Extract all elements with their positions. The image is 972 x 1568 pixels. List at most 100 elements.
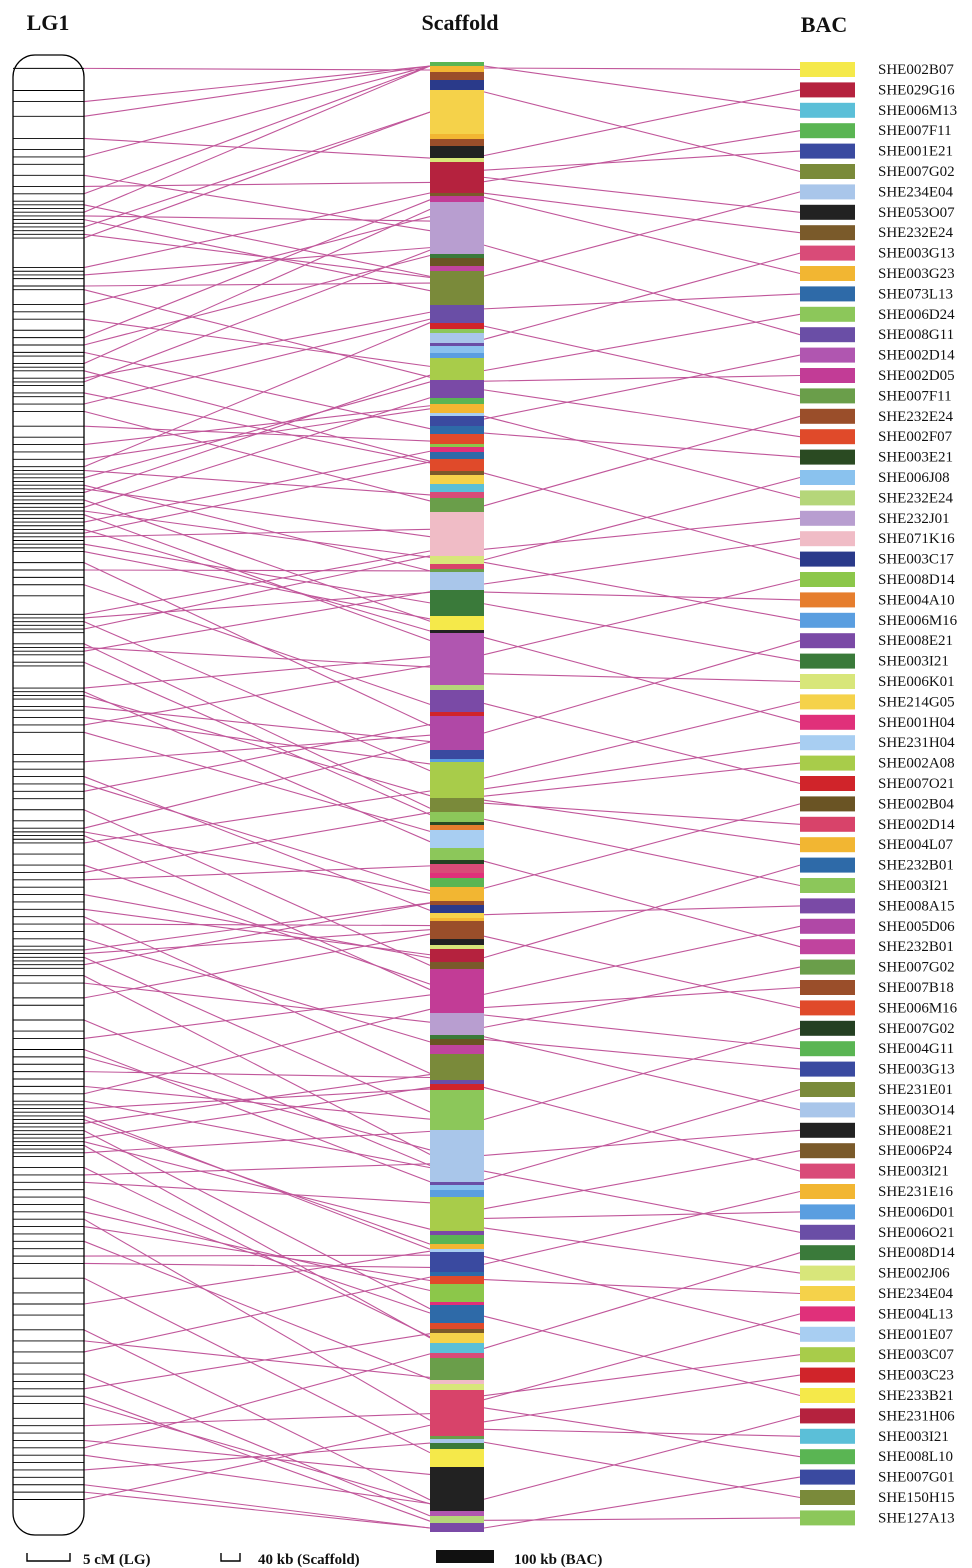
bac-label-60: SHE002J06 xyxy=(878,1266,950,1282)
scaffold-segment xyxy=(430,798,484,804)
bac-bar-52 xyxy=(800,1102,855,1118)
scaffold-bac-link xyxy=(483,65,801,111)
lg-scaffold-link xyxy=(83,484,431,572)
lg-scaffold-link xyxy=(83,1262,431,1268)
scaffold-segment xyxy=(430,1449,484,1457)
lg-scaffold-link xyxy=(83,461,431,534)
lg-scaffold-link xyxy=(83,1141,431,1230)
lg-scaffold-link xyxy=(83,1130,431,1310)
lg-scaffold-link xyxy=(83,374,431,494)
bac-bar-51 xyxy=(800,1082,855,1097)
scaffold-bac-link xyxy=(483,1315,801,1397)
scaffold-segment xyxy=(430,864,484,873)
scaffold-bac-link xyxy=(483,1211,801,1219)
bac-bar-19 xyxy=(800,429,855,445)
scaffold-bac-link xyxy=(483,1374,801,1423)
scaffold-bac-link xyxy=(483,636,801,723)
scaffold-bac-link xyxy=(483,802,801,825)
scaffold-segment xyxy=(430,489,484,492)
bac-label-28: SHE006M16 xyxy=(878,613,958,629)
scaffold-bac-link xyxy=(483,415,801,507)
lg-scaffold-link xyxy=(83,282,431,287)
bac-bar-4 xyxy=(800,123,855,139)
scaffold-bac-link xyxy=(483,986,801,1009)
bac-label-37: SHE002B04 xyxy=(878,796,954,812)
lg-scaffold-link xyxy=(83,199,431,339)
scaffold-segment xyxy=(430,564,484,569)
scaffold-bac-link xyxy=(483,1354,801,1397)
lg-scaffold-link xyxy=(83,734,431,763)
scaffold-segment xyxy=(430,1390,484,1436)
scaffold-bac-link xyxy=(483,1252,801,1349)
scaffold-segment xyxy=(430,1258,484,1272)
bac-bar-67 xyxy=(800,1408,855,1424)
scaffold-bac-link xyxy=(483,293,801,310)
scaffold-segment xyxy=(430,62,484,66)
lg-scaffold-link xyxy=(83,1254,431,1257)
scaffold-segment xyxy=(430,860,484,864)
bac-bar-35 xyxy=(800,755,855,771)
lg-scaffold-link xyxy=(83,318,431,367)
lg-scaffold-link xyxy=(83,65,431,195)
bac-header: BAC xyxy=(801,12,847,37)
bac-label-33: SHE001H04 xyxy=(878,715,955,731)
lg-scaffold-link xyxy=(83,1196,431,1314)
bac-label-70: SHE007G01 xyxy=(878,1470,955,1486)
scaffold-segment xyxy=(430,1272,484,1276)
scaffold-segment xyxy=(430,1353,484,1358)
scaffold-bac-link xyxy=(483,702,801,785)
scaffold-bac-link xyxy=(483,1190,801,1265)
lg-scaffold-link xyxy=(83,488,431,538)
scaffold-bac-link xyxy=(483,389,801,438)
lg-scaffold-link xyxy=(83,469,431,496)
lg-scaffold-link xyxy=(83,1085,431,1120)
bac-bar-69 xyxy=(800,1449,855,1465)
bac-bar-7 xyxy=(800,184,855,200)
bac-bar-12 xyxy=(800,286,855,302)
lg-scaffold-link xyxy=(83,111,431,239)
bac-label-21: SHE006J08 xyxy=(878,470,950,486)
scaffold-segment xyxy=(430,188,484,193)
lg-scaffold-link xyxy=(83,499,431,622)
bac-bar-21 xyxy=(800,470,855,485)
bac-bar-53 xyxy=(800,1122,855,1138)
scaffold-segment xyxy=(430,1231,484,1235)
bac-label-9: SHE232E24 xyxy=(878,225,954,241)
scaffold-bac-link xyxy=(483,1129,801,1156)
bac-label-54: SHE006P24 xyxy=(878,1143,953,1159)
lg-scaffold-link xyxy=(83,65,431,213)
bac-label-38: SHE002D14 xyxy=(878,817,955,833)
scaffold-segment xyxy=(430,918,484,921)
scaffold-segment xyxy=(430,492,484,498)
bac-label-72: SHE127A13 xyxy=(878,1510,955,1526)
bac-bar-54 xyxy=(800,1143,855,1159)
scaffold-bac-link xyxy=(483,150,801,171)
lg-scaffold-link xyxy=(83,1073,431,1124)
bac-label-25: SHE003C17 xyxy=(878,552,954,568)
bac-label-45: SHE007G02 xyxy=(878,960,955,976)
lg-scaffold-link xyxy=(83,1100,431,1169)
scaffold-segment xyxy=(430,258,484,266)
linkage-group-bar xyxy=(12,54,85,1536)
lg-scaffold-link xyxy=(83,902,431,966)
scaffold-bac-link xyxy=(483,130,801,183)
bac-label-65: SHE003C23 xyxy=(878,1368,954,1384)
bac-bar-36 xyxy=(800,776,855,791)
bac-label-22: SHE232E24 xyxy=(878,490,954,506)
scaffold-bac-link xyxy=(483,1517,801,1521)
scaffold-segment xyxy=(430,825,484,830)
scaffold-segment xyxy=(430,426,484,434)
lg-scaffold-link xyxy=(83,621,431,772)
scaffold-bac-link xyxy=(483,91,801,173)
bac-bar-57 xyxy=(800,1204,855,1220)
scaffold-segment xyxy=(430,716,484,750)
lg-scaffold-link xyxy=(83,902,431,951)
bac-bar-42 xyxy=(800,898,855,914)
lg-scaffold-link xyxy=(83,555,431,630)
scaffold-bac-link xyxy=(483,1150,801,1210)
scaffold-segment xyxy=(430,1182,484,1185)
bac-bar-28 xyxy=(800,612,855,628)
scaffold-segment xyxy=(430,475,484,484)
lg-scaffold-link xyxy=(83,694,431,797)
lg-scaffold-link xyxy=(83,569,431,572)
